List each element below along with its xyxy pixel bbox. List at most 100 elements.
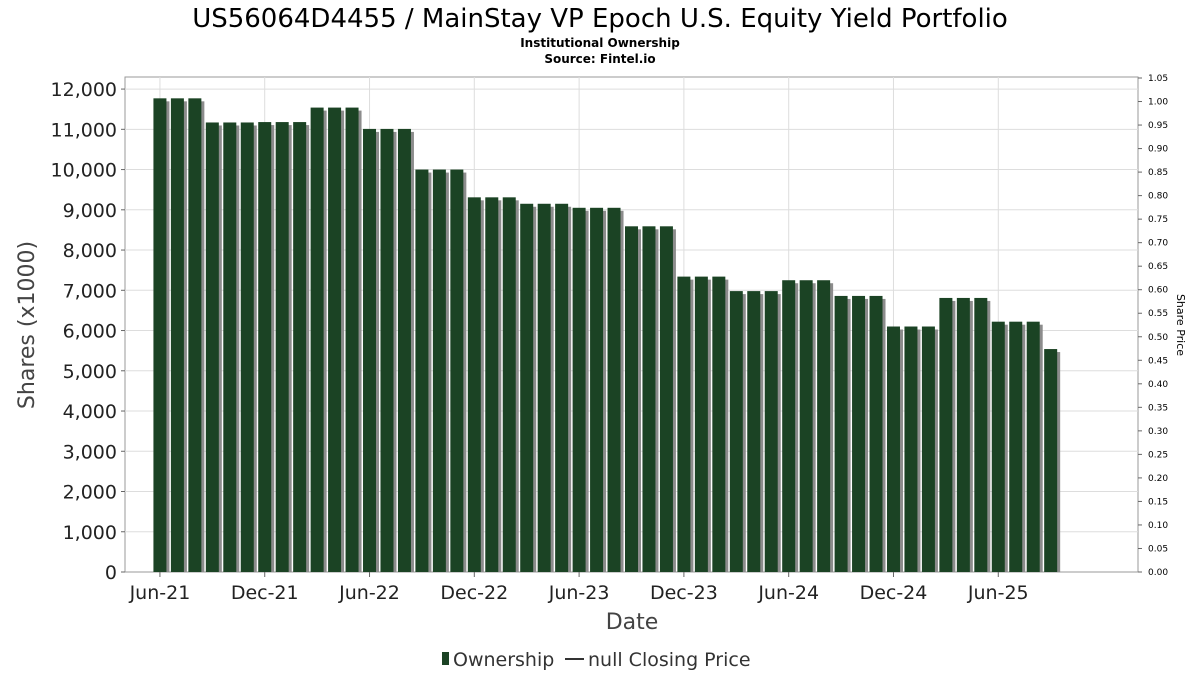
x-tick-label: Jun-22 bbox=[338, 582, 400, 604]
y2-tick-label: 0.05 bbox=[1148, 544, 1168, 554]
y2-tick-label: 1.00 bbox=[1148, 98, 1168, 108]
ownership-bar bbox=[467, 197, 481, 572]
ownership-bar bbox=[799, 280, 813, 572]
y-tick-label: 11,000 bbox=[51, 119, 117, 141]
ownership-bar bbox=[240, 122, 254, 572]
ownership-bar bbox=[258, 122, 272, 572]
x-axis-label: Date bbox=[606, 610, 659, 635]
y-tick-label: 1,000 bbox=[63, 522, 117, 544]
ownership-bar bbox=[310, 107, 324, 573]
legend-ownership-swatch bbox=[442, 652, 449, 665]
ownership-bar bbox=[694, 276, 708, 572]
ownership-bar bbox=[555, 203, 569, 572]
ownership-bar bbox=[852, 295, 866, 572]
ownership-bar bbox=[607, 207, 621, 573]
ownership-bar bbox=[572, 207, 586, 573]
y-tick-label: 5,000 bbox=[63, 361, 117, 383]
y-tick-label: 6,000 bbox=[63, 321, 117, 343]
y-tick-label: 7,000 bbox=[63, 280, 117, 302]
y2-tick-label: 0.70 bbox=[1148, 239, 1168, 249]
ownership-bar bbox=[450, 169, 464, 572]
ownership-bar bbox=[659, 226, 673, 572]
ownership-bar bbox=[153, 98, 167, 572]
ownership-bar bbox=[921, 326, 935, 572]
bars bbox=[153, 98, 1061, 573]
y2-tick-label: 0.65 bbox=[1148, 262, 1168, 272]
ownership-bar bbox=[380, 128, 394, 573]
y2-axis: 0.00 0.05 0.10 0.15 0.20 0.25 0.30 0.35 0.40 0.45… bbox=[1138, 74, 1168, 578]
ownership-bar bbox=[782, 280, 796, 572]
ownership-bar bbox=[188, 98, 202, 572]
x-tick-label: Jun-23 bbox=[548, 582, 610, 604]
legend-price-label: null Closing Price bbox=[588, 649, 751, 671]
x-tick-label: Dec-22 bbox=[440, 582, 508, 604]
ownership-bar bbox=[520, 203, 534, 572]
y2-tick-label: 0.55 bbox=[1148, 309, 1168, 319]
ownership-bar bbox=[712, 276, 726, 572]
y-tick-label: 4,000 bbox=[63, 401, 117, 423]
x-tick-label: Jun-21 bbox=[129, 582, 191, 604]
ownership-bar bbox=[677, 276, 691, 572]
ownership-bar bbox=[397, 128, 411, 573]
ownership-bar bbox=[956, 297, 970, 572]
ownership-bar bbox=[223, 122, 237, 572]
y2-tick-label: 0.80 bbox=[1148, 192, 1168, 202]
y2-tick-label: 0.45 bbox=[1148, 356, 1168, 366]
ownership-bar bbox=[939, 297, 953, 572]
ownership-bar bbox=[590, 207, 604, 573]
ownership-bar bbox=[205, 122, 219, 572]
x-tick-label: Dec-23 bbox=[650, 582, 718, 604]
y2-tick-label: 0.60 bbox=[1148, 286, 1168, 296]
y2-tick-label: 0.35 bbox=[1148, 403, 1168, 413]
ownership-bar bbox=[275, 122, 289, 572]
y2-tick-label: 1.05 bbox=[1148, 74, 1168, 84]
x-tick-label: Dec-24 bbox=[860, 582, 928, 604]
x-axis: Jun-21 Dec-21 Jun-22 Dec-22 Jun-23 Dec-23 Jun-… bbox=[129, 572, 1029, 604]
ownership-bar bbox=[642, 226, 656, 572]
y2-tick-label: 0.95 bbox=[1148, 121, 1168, 131]
ownership-bar bbox=[834, 295, 848, 572]
y2-tick-label: 0.15 bbox=[1148, 497, 1168, 507]
ownership-bar bbox=[974, 297, 988, 572]
y2-tick-label: 0.40 bbox=[1148, 380, 1168, 390]
y2-tick-label: 0.30 bbox=[1148, 427, 1168, 437]
ownership-bar bbox=[729, 291, 743, 572]
y2-tick-label: 0.25 bbox=[1148, 450, 1168, 460]
ownership-bar bbox=[485, 197, 499, 572]
x-tick-label: Jun-24 bbox=[757, 582, 819, 604]
ownership-bar bbox=[764, 291, 778, 572]
x-tick-label: Dec-21 bbox=[231, 582, 299, 604]
ownership-bar bbox=[170, 98, 184, 572]
ownership-bar bbox=[537, 203, 551, 572]
legend: Ownership null Closing Price bbox=[442, 649, 751, 671]
chart-subtitle: Institutional Ownership bbox=[520, 36, 680, 50]
ownership-bar bbox=[886, 326, 900, 572]
y-axis: 0 1,000 2,000 3,000 4,000 5,000 6,000 7,000 8,00… bbox=[51, 79, 125, 584]
x-tick-label: Jun-25 bbox=[967, 582, 1029, 604]
y-tick-label: 12,000 bbox=[51, 79, 117, 101]
chart-title: US56064D4455 / MainStay VP Epoch U.S. Eq… bbox=[192, 4, 1008, 34]
ownership-bar bbox=[328, 107, 342, 573]
ownership-bar bbox=[415, 169, 429, 572]
legend-ownership-label: Ownership bbox=[453, 649, 554, 671]
ownership-bar bbox=[293, 122, 307, 572]
ownership-bar bbox=[1044, 349, 1058, 572]
y-tick-label: 2,000 bbox=[63, 482, 117, 504]
ownership-bar bbox=[747, 291, 761, 572]
y-tick-label: 9,000 bbox=[63, 200, 117, 222]
y-axis-label: Shares (x1000) bbox=[15, 241, 40, 409]
ownership-bar bbox=[1026, 321, 1040, 572]
ownership-bar bbox=[625, 226, 638, 572]
y-tick-label: 10,000 bbox=[51, 160, 117, 182]
y2-tick-label: 0.00 bbox=[1148, 568, 1168, 578]
ownership-bar bbox=[817, 280, 831, 572]
y2-tick-label: 0.75 bbox=[1148, 215, 1168, 225]
y2-tick-label: 0.10 bbox=[1148, 521, 1168, 531]
ownership-bar bbox=[345, 107, 359, 573]
chart-source: Source: Fintel.io bbox=[544, 52, 655, 66]
ownership-bar bbox=[904, 326, 918, 572]
y-tick-label: 8,000 bbox=[63, 240, 117, 262]
ownership-bar bbox=[869, 295, 883, 572]
ownership-bar bbox=[1009, 321, 1023, 572]
